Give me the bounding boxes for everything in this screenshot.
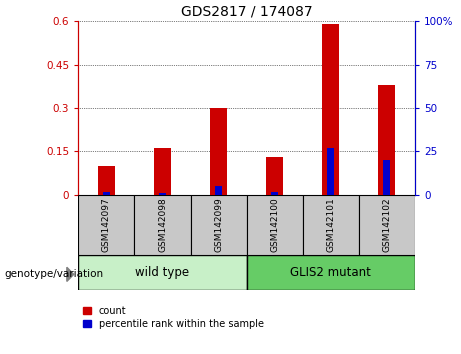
Bar — [78, 255, 247, 290]
Bar — [159, 193, 166, 195]
Bar — [272, 192, 278, 195]
Polygon shape — [67, 267, 74, 281]
Bar — [266, 157, 283, 195]
Text: GSM142099: GSM142099 — [214, 198, 223, 252]
Text: wild type: wild type — [136, 266, 189, 279]
Title: GDS2817 / 174087: GDS2817 / 174087 — [181, 5, 313, 19]
Bar — [103, 192, 110, 195]
Bar — [247, 255, 415, 290]
Bar — [359, 195, 415, 255]
Bar — [247, 195, 303, 255]
Bar — [378, 85, 395, 195]
Bar — [322, 24, 339, 195]
Bar — [384, 160, 390, 195]
Bar — [135, 195, 190, 255]
Bar — [210, 108, 227, 195]
Bar — [98, 166, 115, 195]
Legend: count, percentile rank within the sample: count, percentile rank within the sample — [83, 306, 264, 329]
Text: genotype/variation: genotype/variation — [5, 269, 104, 279]
Text: GLIS2 mutant: GLIS2 mutant — [290, 266, 371, 279]
Bar — [78, 195, 135, 255]
Text: GSM142100: GSM142100 — [270, 198, 279, 252]
Text: GSM142097: GSM142097 — [102, 198, 111, 252]
Bar — [327, 148, 334, 195]
Bar — [154, 148, 171, 195]
Bar — [215, 186, 222, 195]
Text: GSM142102: GSM142102 — [382, 198, 391, 252]
Bar — [303, 195, 359, 255]
Text: GSM142098: GSM142098 — [158, 198, 167, 252]
Text: GSM142101: GSM142101 — [326, 198, 335, 252]
Bar — [190, 195, 247, 255]
